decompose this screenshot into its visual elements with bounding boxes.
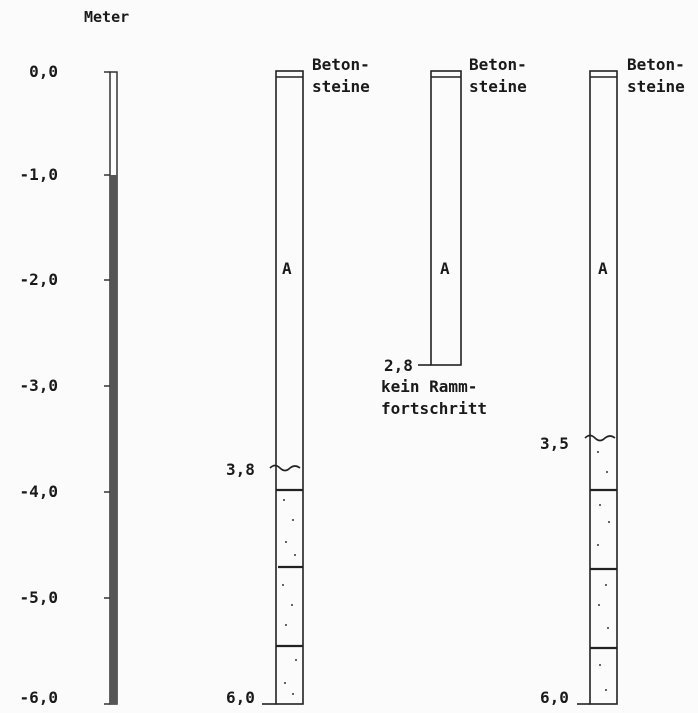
depth-unit-label: Meter <box>84 8 130 26</box>
boring-column-3 <box>577 70 618 705</box>
axis-tick-label: -6,0 <box>19 688 58 707</box>
axis-tick-label: -1,0 <box>19 165 58 184</box>
boring-column-3-outline <box>589 70 618 705</box>
fill-symbol-3 <box>590 488 617 650</box>
sand-dots-1 <box>282 499 297 695</box>
boring-column-1-outline <box>275 70 304 705</box>
column-3-layer-label: A <box>598 259 608 278</box>
column-3-bottom-depth: 6,0 <box>540 688 569 707</box>
column-2-layer-label: A <box>440 259 450 278</box>
axis-tick-label: -2,0 <box>19 270 58 289</box>
axis-tick-label: -5,0 <box>19 588 58 607</box>
column-3-top-label-line-1: Beton- <box>627 55 685 74</box>
column-3-transition-depth: 3,5 <box>540 434 569 453</box>
column-2-note-line-1: kein Ramm- <box>381 377 478 396</box>
boring-column-2-outline <box>430 70 462 366</box>
column-2-top-label-line-2: steine <box>469 77 527 96</box>
column-2-end-depth: 2,8 <box>384 356 413 375</box>
boring-column-1 <box>262 70 304 705</box>
axis-tick-label: -3,0 <box>19 376 58 395</box>
column-2-top-label-line-1: Beton- <box>469 55 527 74</box>
layer-transition-mark-1 <box>269 464 301 472</box>
axis-tick-label: -4,0 <box>19 482 58 501</box>
column-1-top-label-line-2: steine <box>312 77 370 96</box>
column-1-top-label-line-1: Beton- <box>312 55 370 74</box>
layer-transition-mark-3 <box>584 434 616 442</box>
column-2-note-line-2: fortschritt <box>381 399 487 418</box>
depth-scale-bar <box>104 71 118 705</box>
column-1-layer-label: A <box>282 259 292 278</box>
column-3-top-label-line-2: steine <box>627 77 685 96</box>
boring-column-2 <box>418 70 462 366</box>
sand-dots-3 <box>597 451 610 691</box>
axis-tick-label: 0,0 <box>29 62 58 81</box>
fill-symbol-1 <box>276 488 303 648</box>
column-1-bottom-depth: 6,0 <box>226 688 255 707</box>
column-1-transition-depth: 3,8 <box>226 460 255 479</box>
